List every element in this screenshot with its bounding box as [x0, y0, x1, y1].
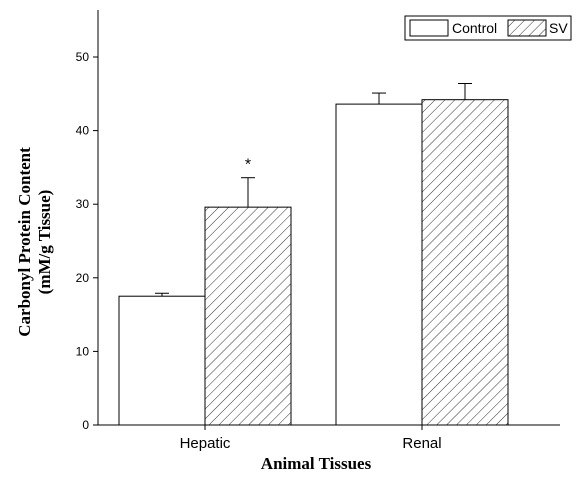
y-ticks: 0 10 20 30 40 50: [76, 50, 98, 432]
bars: *: [118, 82, 509, 426]
legend-swatch-sv: [507, 19, 547, 37]
legend: Control SV: [404, 15, 572, 41]
y-tick-label: 10: [76, 344, 90, 358]
category-labels: Hepatic Renal: [180, 425, 442, 452]
bar-hepatic-control: [118, 295, 206, 426]
y-tick-label: 50: [76, 50, 90, 64]
bar-renal-control: [335, 103, 423, 426]
legend-label-control: Control: [452, 20, 497, 36]
bar-renal-sv: [421, 99, 509, 426]
y-tick-label: 0: [82, 418, 89, 432]
x-axis-title: Animal Tissues: [261, 454, 372, 473]
significance-marker: *: [245, 157, 251, 174]
y-axis-title-line1: Carbonyl Protein Content: [15, 147, 34, 337]
bar-hepatic-sv: [204, 206, 292, 426]
x-tick-label: Renal: [402, 435, 441, 452]
x-tick-label: Hepatic: [180, 435, 231, 452]
y-tick-label: 30: [76, 197, 90, 211]
y-tick-label: 20: [76, 271, 90, 285]
y-tick-label: 40: [76, 124, 90, 138]
y-axis-title-line2: (mM/g Tissue): [35, 190, 54, 295]
legend-swatch-control: [409, 19, 449, 37]
legend-label-sv: SV: [549, 20, 568, 36]
